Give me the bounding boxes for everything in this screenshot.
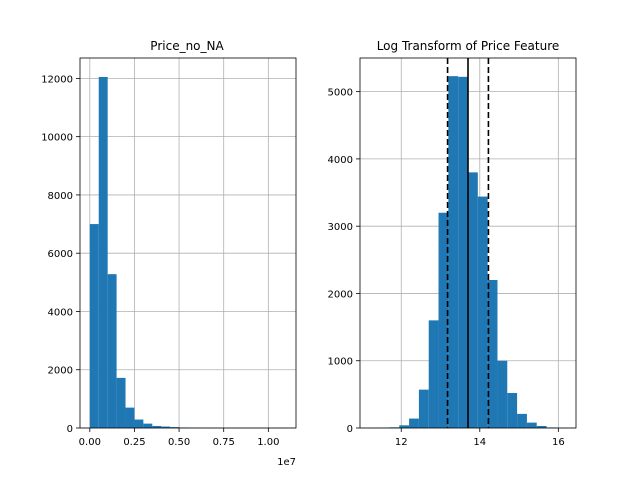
right-axes-frame <box>359 57 577 429</box>
right-histogram-bar <box>458 76 468 428</box>
left-x-tick-label: 0.25 <box>123 437 145 448</box>
left-chart-title: Price_no_NA <box>150 39 224 53</box>
right-y-tick-label: 3000 <box>328 222 353 233</box>
right-histogram-bar <box>477 196 488 428</box>
left-histogram-bar <box>98 76 108 428</box>
right-histogram-bar <box>468 172 478 428</box>
left-y-tick-label: 10000 <box>41 133 73 144</box>
right-y-tick-label: 4000 <box>328 155 353 166</box>
left-histogram-bar <box>143 423 153 428</box>
left-y-tick-label: 6000 <box>48 249 73 260</box>
left-histogram-bar <box>89 224 99 428</box>
left-histogram-bar <box>134 419 144 428</box>
right-x-tick-label: 14 <box>473 437 486 448</box>
right-histogram-panel: Log Transform of Price Feature 12 14 16 0 10… <box>328 39 577 448</box>
left-bars <box>89 76 287 428</box>
left-y-tick-label: 12000 <box>41 74 73 85</box>
left-x-scale-label: 1e7 <box>277 457 296 468</box>
left-y-tick-label: 2000 <box>48 366 73 377</box>
right-histogram-bar <box>507 393 518 428</box>
right-x-tick-label: 12 <box>395 437 408 448</box>
right-y-tick-label: 5000 <box>328 88 353 99</box>
right-histogram-bar <box>428 320 439 428</box>
right-histogram-bar <box>536 425 547 428</box>
right-bars <box>369 76 567 428</box>
left-y-tick-label: 0 <box>67 424 73 435</box>
right-histogram-bar <box>487 280 498 428</box>
right-histogram-bar <box>517 413 527 428</box>
left-x-tick-label: 0.50 <box>168 437 190 448</box>
left-axes-frame <box>79 57 297 429</box>
right-histogram-bar <box>409 418 419 428</box>
left-x-tick-label: 1.00 <box>257 437 279 448</box>
left-histogram-bar <box>125 407 135 428</box>
left-histogram-bar <box>116 377 126 428</box>
left-histogram-panel: Price_no_NA 0.00 0.25 0.50 0.75 1.00 0 2000 400… <box>41 39 297 448</box>
right-histogram-bar <box>418 389 429 428</box>
right-histogram-bar <box>497 360 508 428</box>
left-histogram-bar <box>107 274 117 428</box>
right-x-tick-label: 16 <box>552 437 565 448</box>
right-y-tick-label: 0 <box>347 424 353 435</box>
right-histogram-bar <box>438 212 449 428</box>
left-histogram-bar <box>170 427 180 428</box>
left-histogram-bar <box>152 425 162 428</box>
right-histogram-bar <box>448 76 459 428</box>
left-histogram-bar <box>161 426 171 428</box>
right-histogram-bar <box>526 422 537 428</box>
right-histogram-bar <box>399 425 410 428</box>
left-y-tick-label: 4000 <box>48 307 73 318</box>
right-y-tick-label: 2000 <box>328 289 353 300</box>
right-chart-title: Log Transform of Price Feature <box>377 39 560 53</box>
right-y-tick-label: 1000 <box>328 357 353 368</box>
left-x-tick-label: 0.75 <box>213 437 235 448</box>
left-y-tick-label: 8000 <box>48 191 73 202</box>
left-x-tick-label: 0.00 <box>79 437 101 448</box>
